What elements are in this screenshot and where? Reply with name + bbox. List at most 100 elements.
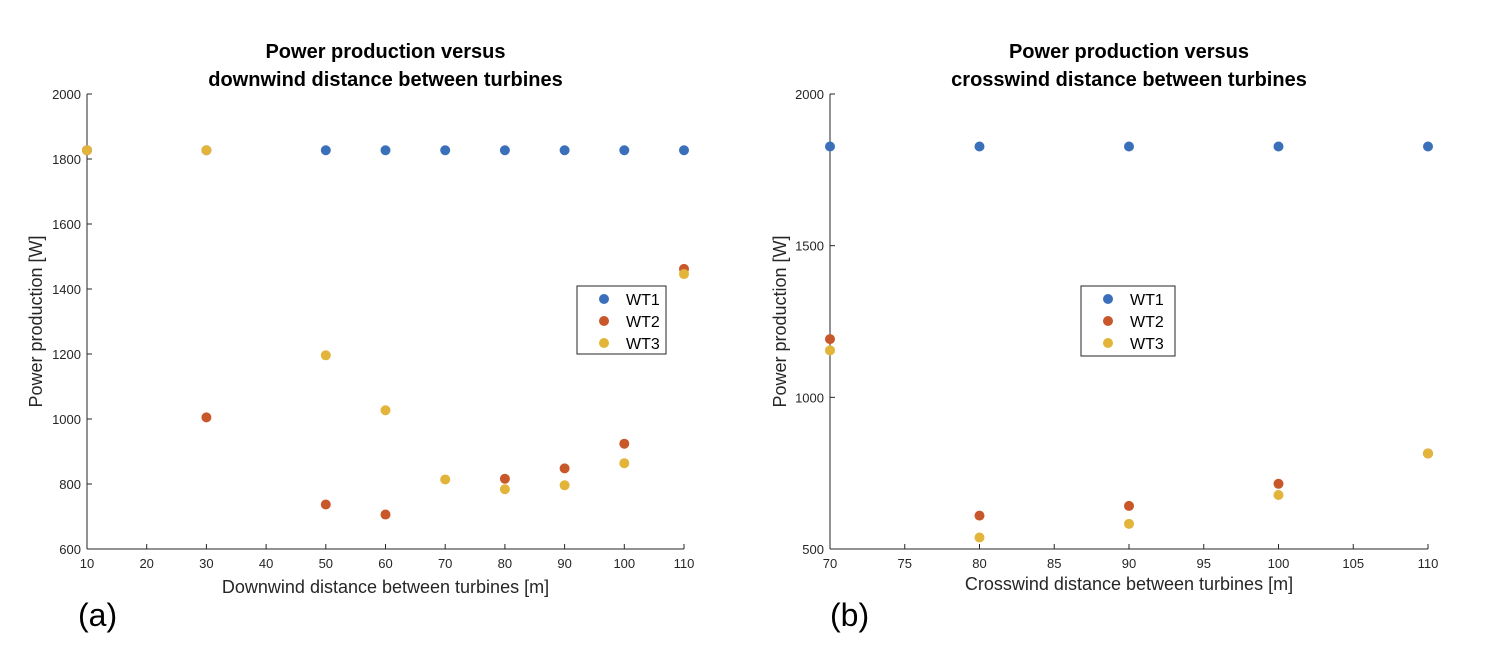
data-point-wt3 [619,458,630,469]
x-axis-label: Downwind distance between turbines [m] [222,577,549,597]
y-tick-label: 600 [59,542,81,557]
data-point-wt2 [825,334,835,345]
x-tick-label: 50 [319,556,333,571]
data-point-wt2 [559,463,570,474]
data-point-wt3 [1423,448,1433,459]
legend-marker-wt3 [1103,338,1113,348]
y-tick-label: 1200 [52,347,81,362]
data-point-wt1 [320,145,331,156]
legend-label-wt1: WT1 [626,292,660,309]
legend-marker-wt3 [599,338,609,348]
data-point-wt2 [499,473,510,484]
legend-marker-wt1 [1103,294,1113,304]
data-point-wt1 [1423,141,1433,152]
data-point-wt2 [974,510,985,521]
x-tick-label: 20 [139,556,153,571]
x-tick-label: 10 [80,556,94,571]
data-point-wt3 [82,145,92,156]
data-point-wt3 [380,405,391,416]
y-tick-label: 1600 [52,217,81,232]
chart-crosswind: Power production versus crosswind distanc… [770,41,1438,633]
series-wt2 [825,334,1433,521]
chart-title-line-1: Power production versus [1009,41,1249,63]
data-point-wt3 [825,345,835,356]
x-axis-label: Crosswind distance between turbines [m] [965,574,1293,594]
legend-box [576,285,667,355]
x-tick-label: 70 [438,556,452,571]
x-tick-label: 90 [1122,556,1136,571]
legend-label-wt3: WT3 [1130,336,1164,353]
y-tick-label: 1500 [795,239,824,254]
y-tick-label: 2000 [795,87,824,102]
y-axis-label: Power production [W] [26,235,46,407]
x-tick-label: 80 [972,556,986,571]
data-point-wt1 [619,145,630,156]
data-point-wt1 [380,145,391,156]
legend-marker-wt2 [1103,316,1113,326]
y-tick-label: 800 [59,477,81,492]
x-tick-label: 100 [613,556,635,571]
x-tick-label: 75 [898,556,912,571]
y-tick-label: 1000 [52,412,81,427]
data-point-wt2 [380,509,391,520]
series-wt3 [82,145,689,495]
data-point-wt3 [440,474,451,485]
chart-title-line-1: Power production versus [265,41,505,63]
y-axis-label: Power production [W] [770,235,790,407]
legend-label-wt2: WT2 [626,314,660,331]
data-point-wt3 [559,480,570,491]
chart-title-line-2: downwind distance between turbines [208,69,562,91]
x-tick-label: 110 [674,556,695,571]
data-point-wt1 [679,145,689,156]
data-point-wt2 [1273,478,1284,489]
y-tick-label: 1800 [52,152,81,167]
chart-title-line-2: crosswind distance between turbines [951,69,1307,91]
x-tick-label: 85 [1047,556,1061,571]
data-point-wt3 [679,269,689,280]
legend-label-wt1: WT1 [1130,292,1164,309]
data-point-wt3 [1124,518,1134,529]
y-tick-label: 500 [802,542,824,557]
x-tick-label: 40 [259,556,273,571]
x-tick-label: 30 [199,556,213,571]
legend-marker-wt1 [599,294,609,304]
data-point-wt1 [825,141,835,152]
data-point-wt2 [320,499,331,510]
data-point-wt3 [320,350,331,361]
data-point-wt1 [559,145,570,156]
panel-label: (b) [830,597,869,633]
y-tick-label: 1000 [795,390,824,405]
series-wt1 [825,141,1433,152]
data-point-wt2 [201,412,212,423]
y-tick-label: 1400 [52,282,81,297]
x-tick-label: 90 [557,556,571,571]
data-point-wt2 [619,438,630,449]
data-point-wt3 [201,145,212,156]
data-point-wt1 [1273,141,1284,152]
data-point-wt3 [974,532,985,543]
legend-label-wt3: WT3 [626,336,660,353]
legend: WT1 WT2 WT3 [1080,285,1176,357]
x-tick-label: 80 [498,556,512,571]
data-point-wt2 [1124,500,1134,511]
chart-downwind: Power production versus downwind distance… [26,41,694,633]
data-point-wt3 [1273,490,1284,501]
legend-label-wt2: WT2 [1130,314,1164,331]
x-tick-label: 60 [378,556,392,571]
data-point-wt1 [1124,141,1134,152]
x-tick-label: 100 [1268,556,1290,571]
legend-marker-wt2 [599,316,609,326]
y-tick-label: 2000 [52,87,81,102]
data-point-wt1 [440,145,451,156]
x-tick-label: 105 [1342,556,1364,571]
x-tick-label: 95 [1197,556,1211,571]
series-wt3 [825,345,1433,543]
panel-label: (a) [78,597,117,633]
x-tick-label: 110 [1418,556,1439,571]
data-point-wt1 [499,145,510,156]
legend: WT1 WT2 WT3 [576,285,667,355]
legend-box [1080,285,1176,357]
data-point-wt3 [499,484,510,495]
x-tick-label: 70 [823,556,837,571]
